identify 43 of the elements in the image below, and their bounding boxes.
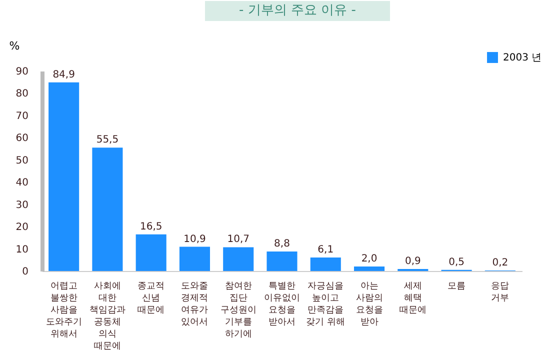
x-tick-label: 자긍심을 높이고 만족감을 갖기 위해 [306, 282, 346, 328]
x-tick-label: 도와줄 경제적 여유가 있어서 [181, 282, 208, 328]
bar [179, 246, 210, 271]
data-label: 10,7 [227, 234, 250, 246]
x-tick-label: 세제 혜택 때문에 [399, 282, 426, 316]
data-label: 0,9 [404, 256, 421, 267]
bar [310, 257, 341, 271]
bar [136, 234, 166, 271]
y-tick-label: 50 [16, 155, 28, 166]
x-tick-label: 응답 거부 [491, 282, 510, 304]
data-label: 2,0 [361, 254, 378, 265]
x-tick-label: 아는 사람의 요청을 받아 [356, 282, 383, 328]
data-label: 0,5 [448, 256, 464, 268]
y-axis-title: % [9, 40, 20, 52]
y-tick-label: 90 [16, 66, 28, 78]
x-tick-label: 사회에 대한 책임감과 공동체 의식 때문에 [89, 282, 126, 350]
data-label: 8,8 [274, 238, 290, 250]
chart-title: - 기부의 주요 이유 - [205, 1, 390, 21]
x-tick-label: 참여한 집단 구성원이 기부를 하기에 [220, 282, 256, 340]
data-label: 10,9 [184, 234, 206, 245]
data-label: 84,9 [52, 69, 75, 80]
data-label: 6,1 [318, 244, 334, 256]
bar [92, 148, 123, 271]
y-tick-label: 70 [16, 110, 28, 122]
y-tick-label: 40 [16, 178, 28, 189]
y-tick-label: 30 [16, 200, 28, 211]
legend-label: 2003 년 [503, 52, 542, 64]
y-tick-label: 10 [16, 244, 28, 256]
y-tick-label: 80 [16, 88, 28, 100]
bar [354, 266, 385, 271]
x-tick-label: 어렵고 불쌍한 사람을 도와주기 위해서 [46, 282, 82, 340]
y-tick-label: 20 [16, 222, 28, 234]
bar [223, 247, 254, 271]
x-tick-label: 모름 [448, 282, 466, 292]
data-label: 16,5 [140, 221, 162, 232]
bar [48, 82, 80, 271]
x-tick-label: 특별한 이유없이 요청을 받아서 [264, 282, 300, 328]
data-label: 55,5 [96, 134, 119, 146]
data-label: 0,2 [492, 258, 508, 269]
bar [266, 251, 298, 271]
x-tick-label: 종교적 신념 때문에 [138, 282, 165, 316]
y-tick-label: 60 [16, 133, 28, 144]
y-tick-label: 0 [22, 266, 28, 278]
